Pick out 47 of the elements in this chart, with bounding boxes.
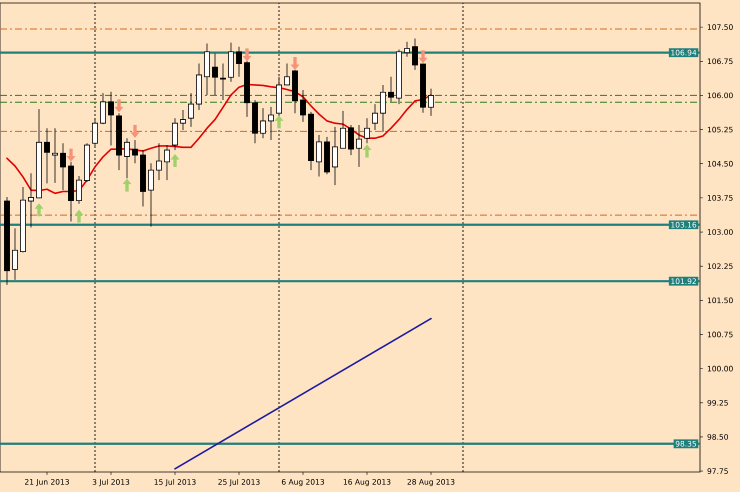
candlestick <box>372 104 378 130</box>
candlestick <box>76 176 82 204</box>
candlestick <box>36 108 42 198</box>
candlestick <box>356 124 362 168</box>
candlestick <box>204 43 210 96</box>
candlestick <box>108 91 114 146</box>
candlestick <box>220 63 226 100</box>
candlestick <box>12 228 18 280</box>
candlestick <box>388 76 394 102</box>
candlestick <box>116 112 122 171</box>
candlestick <box>4 196 10 286</box>
candlestick <box>52 128 58 184</box>
candlestick <box>380 84 386 132</box>
candlestick <box>100 92 106 125</box>
point <box>418 50 428 64</box>
candlestick <box>156 142 162 181</box>
candlestick <box>316 134 322 177</box>
candlestick <box>396 49 402 104</box>
candlestick <box>404 41 410 58</box>
candlestick <box>164 144 170 181</box>
candlestick <box>364 118 370 144</box>
candlestick <box>332 126 338 186</box>
candlestick <box>268 106 274 140</box>
candlestick <box>148 162 154 227</box>
candlestick <box>180 110 186 130</box>
candlestick <box>140 150 146 207</box>
candlestick <box>44 128 50 184</box>
candlestick <box>260 108 266 139</box>
candlestick <box>124 138 130 179</box>
candlestick <box>60 142 66 191</box>
candlestick <box>68 162 74 222</box>
candlestick <box>84 142 90 182</box>
candlestick <box>228 42 234 82</box>
candlestick <box>412 38 418 70</box>
candlestick <box>188 92 194 128</box>
candlestick <box>348 124 354 156</box>
candlestick <box>428 88 434 116</box>
candlestick <box>20 186 26 253</box>
candlestick <box>28 172 34 228</box>
candlestick <box>324 136 330 175</box>
candlestick <box>236 46 242 78</box>
candlestick <box>300 90 306 122</box>
candlestick <box>132 140 138 164</box>
candlestick <box>252 100 258 144</box>
candlestick <box>172 118 178 150</box>
candlestick <box>212 53 218 96</box>
candlestick <box>196 63 202 110</box>
